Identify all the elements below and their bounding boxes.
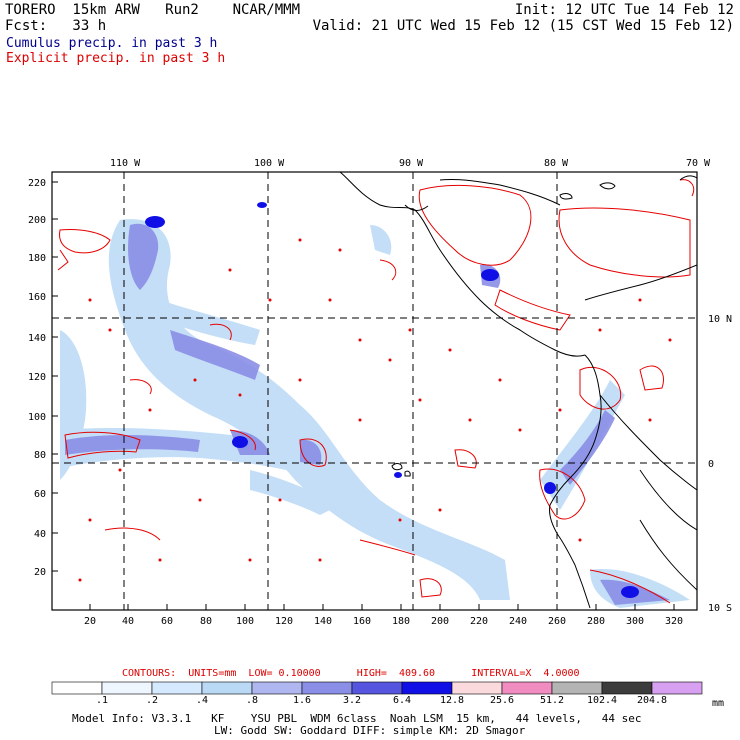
top-label-80w: 80 W [544,158,569,169]
precip-field [52,172,697,610]
y-tick-80: 80 [34,450,46,461]
coastline [339,172,697,609]
top-label-110w: 110 W [110,158,141,169]
y-tick-160: 160 [28,292,46,303]
y-tick-200: 200 [28,215,46,226]
contour-info: CONTOURS: UNITS=mm LOW= 0.10000 HIGH= 40… [122,668,580,679]
colorbar-label: .2 [146,695,158,706]
right-label-0: 0 [708,459,714,470]
colorbar-label: 102.4 [587,695,617,706]
y-tick-40: 40 [34,529,46,540]
colorbar-cell [551,681,603,695]
lat-lon-grid [52,172,697,610]
colorbar-cell [51,681,103,695]
right-label-10n: 10 N [708,314,732,325]
top-label-100w: 100 W [254,158,285,169]
top-label-70w: 70 W [686,158,711,169]
x-tick-240: 240 [509,616,527,627]
x-tick-280: 280 [587,616,605,627]
x-tick-260: 260 [548,616,566,627]
model-info: Model Info: V3.3.1 KF YSU PBL WDM 6class… [72,712,642,725]
x-tick-40: 40 [122,616,134,627]
colorbar-cell [501,681,553,695]
colorbar-cell [601,681,653,695]
map-frame [51,171,698,611]
y-tick-20: 20 [34,567,46,578]
valid-time: Valid: 21 UTC Wed 15 Feb 12 (15 CST Wed … [312,18,734,34]
y-tick-220: 220 [28,178,46,189]
colorbar-cell [401,681,453,695]
colorbar-label: .4 [196,695,208,706]
colorbar-label: 6.4 [393,695,411,706]
y-tick-100: 100 [28,412,46,423]
x-tick-120: 120 [275,616,293,627]
physics-info: LW: Godd SW: Goddard DIFF: simple KM: 2D… [214,724,526,737]
colorbar-cell [201,681,253,695]
x-tick-100: 100 [236,616,254,627]
axis-ticks [52,181,675,610]
y-tick-180: 180 [28,253,46,264]
x-tick-180: 180 [392,616,410,627]
init-time: Init: 12 UTC Tue 14 Feb 12 [514,2,734,18]
x-tick-20: 20 [84,616,96,627]
x-tick-160: 160 [353,616,371,627]
x-tick-220: 220 [470,616,488,627]
right-label-10s: 10 S [708,603,732,614]
top-label-90w: 90 W [399,158,424,169]
colorbar-label: 1.6 [293,695,311,706]
x-tick-320: 320 [665,616,683,627]
colorbar-cell [451,681,503,695]
y-tick-140: 140 [28,333,46,344]
colorbar-cell [351,681,403,695]
colorbar: .1 .2 .4 .8 1.6 3.2 6.4 12.8 25.6 51.2 1… [51,681,724,709]
colorbar-cell [101,681,153,695]
colorbar-cell [301,681,353,695]
colorbar-label: 204.8 [637,695,667,706]
colorbar-label: .8 [246,695,258,706]
x-tick-140: 140 [314,616,332,627]
colorbar-label: .1 [96,695,108,706]
colorbar-label: 12.8 [440,695,464,706]
explicit-legend: Explicit precip. in past 3 h [6,51,226,66]
colorbar-label: 25.6 [490,695,514,706]
colorbar-label: 51.2 [540,695,564,706]
x-tick-80: 80 [200,616,212,627]
y-tick-60: 60 [34,489,46,500]
x-tick-200: 200 [431,616,449,627]
x-tick-300: 300 [626,616,644,627]
colorbar-cell [251,681,303,695]
cumulus-legend: Cumulus precip. in past 3 h [6,36,218,51]
colorbar-cell [151,681,203,695]
colorbar-label: 3.2 [343,695,361,706]
forecast-hour: Fcst: 33 h [5,18,107,34]
colorbar-cell [651,681,703,695]
x-tick-60: 60 [161,616,173,627]
colorbar-unit: mm [712,698,724,709]
model-title: TORERO 15km ARW Run2 NCAR/MMM [5,2,301,18]
y-tick-120: 120 [28,372,46,383]
